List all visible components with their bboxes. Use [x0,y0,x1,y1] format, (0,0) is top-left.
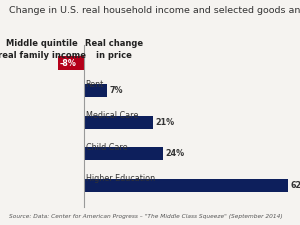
Text: Real change
in price: Real change in price [85,39,143,60]
Text: Source: Data: Center for American Progress – "The Middle Class Squeeze" (Septemb: Source: Data: Center for American Progre… [9,214,283,219]
Text: Higher Education: Higher Education [85,174,154,183]
FancyBboxPatch shape [84,179,288,192]
FancyBboxPatch shape [58,56,84,70]
Text: 7%: 7% [110,86,123,95]
Text: Child Care: Child Care [85,143,127,152]
Text: -8%: -8% [59,58,76,68]
FancyBboxPatch shape [84,84,107,97]
Text: 62%: 62% [290,181,300,190]
Text: Rent: Rent [85,80,104,89]
Text: Medical Care: Medical Care [85,111,138,120]
FancyBboxPatch shape [84,116,153,129]
Text: Change in U.S. real household income and selected goods and services (2000-2012): Change in U.S. real household income and… [9,6,300,15]
Text: 21%: 21% [155,118,175,127]
FancyBboxPatch shape [84,147,163,160]
Text: 24%: 24% [165,149,184,158]
Text: Middle quintile
real family income: Middle quintile real family income [0,39,86,60]
